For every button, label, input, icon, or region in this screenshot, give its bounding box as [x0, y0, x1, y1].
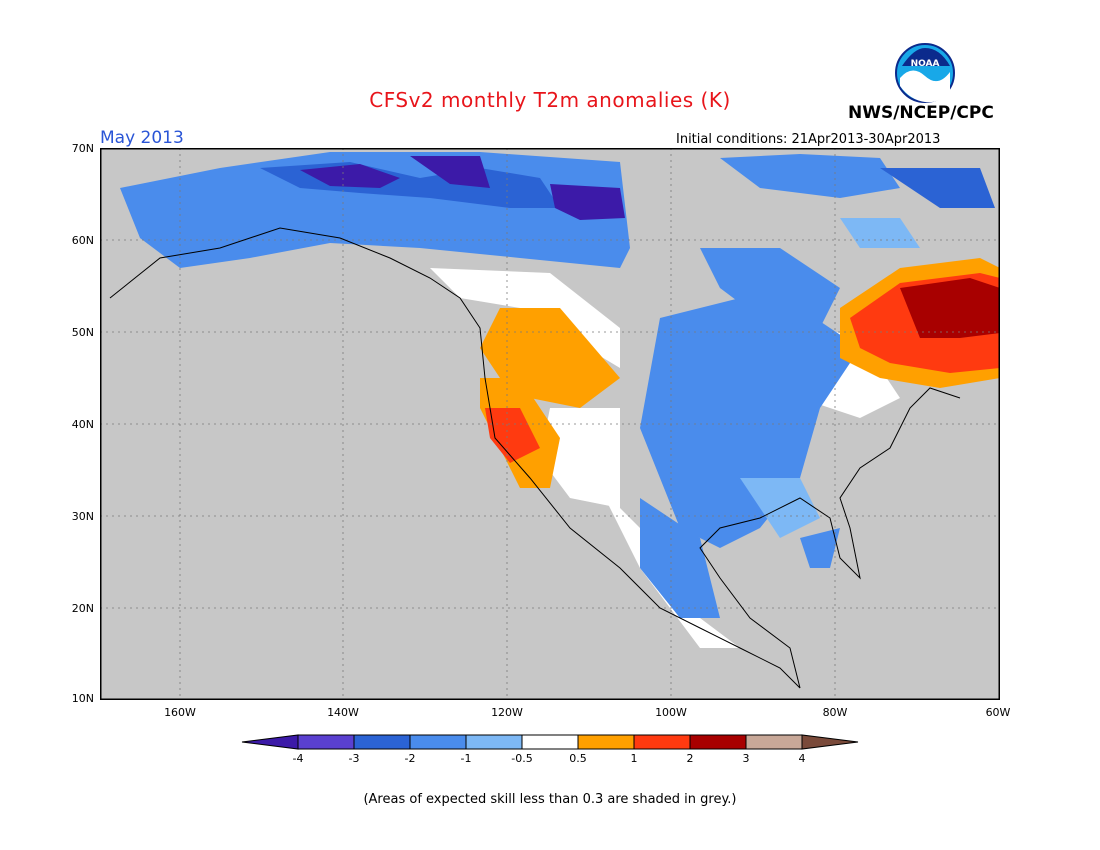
colorbar-segment	[633, 734, 691, 750]
colorbar-label: 3	[742, 752, 750, 765]
colorbar-segment	[465, 734, 523, 750]
lon-label: 160W	[164, 706, 196, 719]
lon-label: 60W	[985, 706, 1011, 719]
colorbar-segment	[521, 734, 579, 750]
noaa-logo-icon: NOAA	[895, 43, 955, 103]
western-warm-region	[480, 308, 620, 488]
colorbar-label: 2	[686, 752, 694, 765]
colorbar-segment	[577, 734, 635, 750]
forecast-month: May 2013	[100, 128, 184, 148]
colorbar-label: -2	[404, 752, 416, 765]
lat-label: 60N	[71, 234, 94, 247]
lon-label: 80W	[822, 706, 848, 719]
skill-footnote: (Areas of expected skill less than 0.3 a…	[363, 792, 737, 807]
colorbar-segment	[297, 734, 355, 750]
colorbar-label: -0.5	[511, 752, 533, 765]
arctic-cold-region	[120, 152, 995, 268]
lat-label: 20N	[71, 602, 94, 615]
coastlines	[109, 227, 961, 689]
map-title: CFSv2 monthly T2m anomalies (K)	[369, 88, 731, 112]
colorbar-segment	[689, 734, 747, 750]
grid-lines	[100, 148, 1000, 700]
colorbar-label: 0.5	[569, 752, 587, 765]
colorbar-label: -4	[292, 752, 304, 765]
lat-label: 70N	[71, 142, 94, 155]
colorbar-segment	[409, 734, 467, 750]
svg-text:NOAA: NOAA	[911, 59, 940, 69]
lat-label: 10N	[71, 692, 94, 705]
lat-label: 40N	[71, 418, 94, 431]
lat-label: 30N	[71, 510, 94, 523]
initial-conditions: Initial conditions: 21Apr2013-30Apr2013	[676, 132, 941, 147]
lon-label: 140W	[327, 706, 359, 719]
anomaly-map	[100, 148, 1000, 700]
lat-label: 50N	[71, 326, 94, 339]
colorbar-label: 4	[798, 752, 806, 765]
colorbar	[241, 734, 859, 750]
agency-label: NWS/NCEP/CPC	[848, 103, 994, 123]
central-cold-region	[640, 248, 860, 618]
colorbar-label: 1	[630, 752, 638, 765]
colorbar-end-high	[801, 734, 859, 750]
colorbar-segment	[745, 734, 803, 750]
northeast-warm-region	[840, 258, 1000, 388]
colorbar-end-low	[241, 734, 299, 750]
colorbar-label: -1	[460, 752, 472, 765]
colorbar-label: -3	[348, 752, 360, 765]
lon-label: 100W	[655, 706, 687, 719]
colorbar-segment	[353, 734, 411, 750]
lon-label: 120W	[491, 706, 523, 719]
